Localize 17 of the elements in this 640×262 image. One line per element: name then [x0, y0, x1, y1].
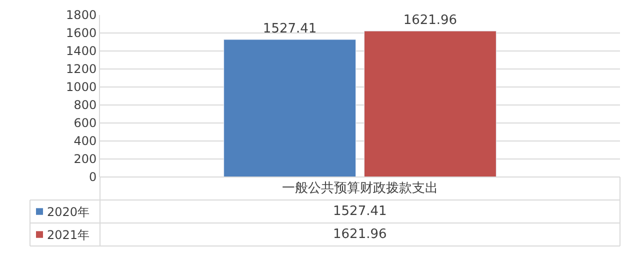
y-tick-label: 800 [74, 98, 97, 112]
y-tick-label: 200 [74, 152, 97, 166]
text: 1527.41 [333, 204, 387, 219]
legend-label: 2020年 [47, 205, 90, 219]
text: 1621.96 [333, 227, 387, 242]
y-tick-label: 1200 [66, 62, 97, 76]
y-tick-label: 400 [74, 134, 97, 148]
y-tick-label: 1400 [66, 44, 97, 58]
y-tick-label: 0 [88, 170, 97, 184]
y-tick-label: 1600 [66, 26, 97, 40]
y-tick-label: 600 [74, 116, 97, 130]
legend-label: 2021年 [47, 228, 90, 242]
data-label: 1621.96 [403, 13, 458, 28]
data-label: 1527.41 [262, 22, 317, 37]
x-tick-label: 一般公共预算财政拨款支出 [282, 181, 438, 196]
y-tick-label: 1800 [66, 8, 97, 22]
y-tick-label: 1000 [66, 80, 97, 94]
